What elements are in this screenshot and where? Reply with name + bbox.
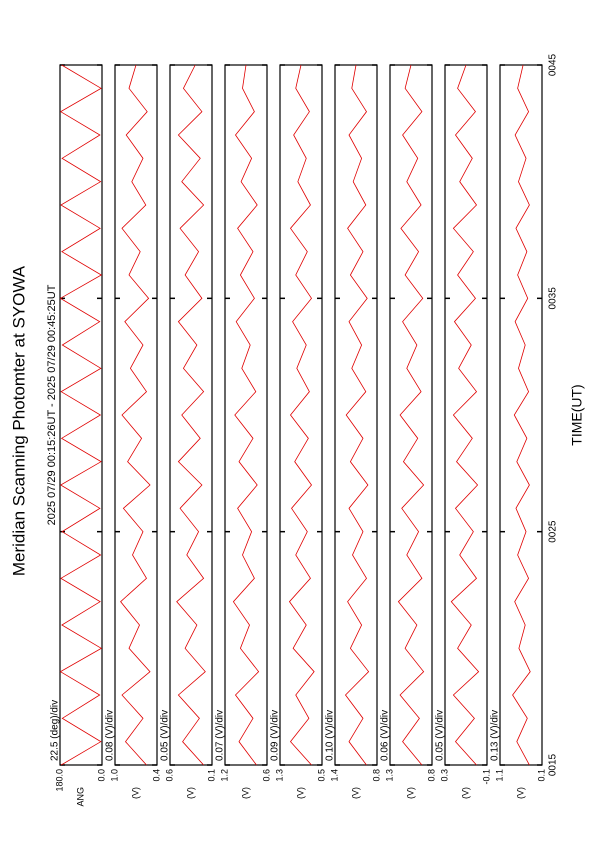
y-tick-label: 0.5 — [316, 769, 326, 782]
y-axis-label: (V) — [240, 787, 250, 799]
panel-frame — [334, 64, 378, 766]
y-tick-label: 0.0 — [96, 769, 106, 782]
scale-label: 0.05 (V)/div — [435, 710, 446, 761]
scale-label: 22.5 (deg)/div — [50, 700, 61, 761]
y-tick-label: 0.6 — [164, 769, 174, 782]
y-tick-label: 0.8 — [371, 769, 381, 782]
data-line — [288, 64, 315, 766]
y-axis-label: (V) — [350, 787, 360, 799]
y-tick-label: 1.4 — [329, 769, 339, 782]
data-line — [176, 64, 206, 766]
y-tick-label: 0.8 — [426, 769, 436, 782]
data-line — [450, 64, 480, 766]
x-tick-label: 0035 — [548, 287, 559, 310]
data-line — [512, 64, 531, 766]
y-tick-label: 1.3 — [274, 769, 284, 782]
x-tick-label: 0025 — [548, 520, 559, 543]
panel-frame — [59, 64, 103, 766]
y-tick-label: 1.0 — [109, 769, 119, 782]
panel-frame — [279, 64, 323, 766]
y-tick-label: -0.1 — [481, 769, 491, 785]
data-line — [397, 64, 425, 766]
scale-label: 0.10 (V)/div — [325, 710, 336, 761]
x-axis-label: TIME(UT) — [569, 384, 585, 445]
y-tick-label: 0.1 — [536, 769, 546, 782]
panel-frame — [169, 64, 213, 766]
scale-label: 0.13 (V)/div — [490, 710, 501, 761]
y-tick-label: 180.0 — [54, 769, 64, 792]
y-tick-label: 0.3 — [439, 769, 449, 782]
scale-label: 0.06 (V)/div — [380, 710, 391, 761]
data-line — [120, 64, 151, 766]
y-tick-label: 0.1 — [206, 769, 216, 782]
y-axis-label: (V) — [185, 787, 195, 799]
y-axis-label: ANG — [75, 787, 85, 807]
y-tick-label: 1.1 — [494, 769, 504, 782]
y-tick-label: 0.6 — [261, 769, 271, 782]
x-tick-label: 0015 — [548, 753, 559, 776]
y-axis-label: (V) — [515, 787, 525, 799]
y-tick-label: 1.3 — [384, 769, 394, 782]
scale-label: 0.05 (V)/div — [160, 710, 171, 761]
subtitle: 2025 07/29 00:15:26UT - 2025 07/29 00:45… — [46, 284, 58, 525]
y-axis-label: (V) — [295, 787, 305, 799]
panel-frame — [499, 64, 543, 766]
y-tick-label: 0.4 — [151, 769, 161, 782]
y-tick-label: 1.2 — [219, 769, 229, 782]
data-line — [344, 64, 370, 766]
scale-label: 0.07 (V)/div — [215, 710, 226, 761]
y-axis-label: (V) — [130, 787, 140, 799]
chart-title: Meridian Scanning Photomter at SYOWA — [9, 265, 28, 576]
landscape-plot: Meridian Scanning Photomter at SYOWA 202… — [9, 53, 584, 806]
data-line — [59, 64, 103, 766]
y-axis-label: (V) — [405, 787, 415, 799]
panel-frame — [114, 64, 158, 766]
scale-label: 0.08 (V)/div — [105, 710, 116, 761]
panel-frame — [389, 64, 433, 766]
x-tick-label: 0045 — [548, 53, 559, 76]
y-axis-label: (V) — [460, 787, 470, 799]
scale-label: 0.09 (V)/div — [270, 710, 281, 761]
data-line — [232, 64, 260, 766]
